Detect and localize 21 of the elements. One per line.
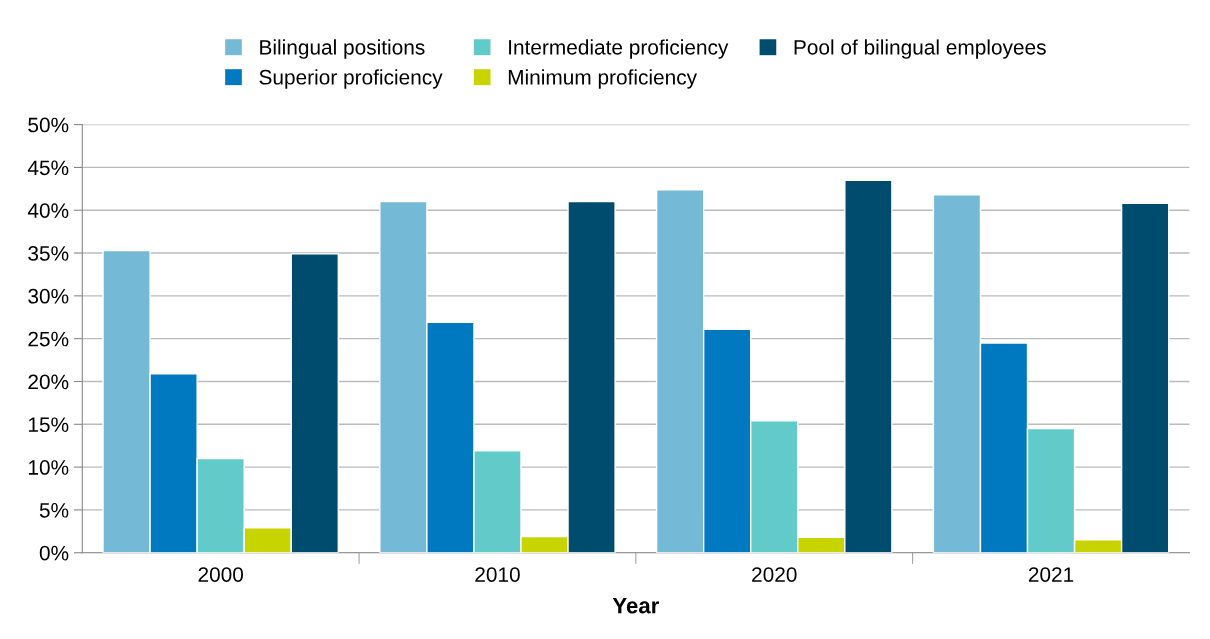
y-tick-label: 50% <box>28 117 69 133</box>
legend-label: Minimum proficiency <box>508 69 698 89</box>
y-tick-label: 30% <box>28 288 69 304</box>
y-tick-label: 35% <box>28 246 69 261</box>
y-tick-label: 25% <box>28 331 69 347</box>
legend-label: Pool of bilingual employees <box>794 39 1046 59</box>
legend-label: Intermediate proficiency <box>509 39 729 59</box>
y-tick-label: 45% <box>27 160 69 176</box>
x-tick-label: 2010 <box>475 567 520 582</box>
y-tick-label: 15% <box>28 417 69 433</box>
x-tick-label: 2021 <box>1028 567 1074 582</box>
y-tick-label: 5% <box>39 503 69 518</box>
y-tick-label: 0% <box>39 545 69 561</box>
y-tick-label: 20% <box>28 374 69 390</box>
y-tick-label: 40% <box>27 203 69 218</box>
x-tick-label: 2020 <box>752 567 797 582</box>
legend-label: Superior proficiency <box>259 69 443 89</box>
x-axis-title: Year <box>612 597 659 614</box>
legend-label: Bilingual positions <box>260 39 425 59</box>
y-tick-label: 10% <box>28 460 69 475</box>
x-tick-label: 2000 <box>198 567 244 582</box>
